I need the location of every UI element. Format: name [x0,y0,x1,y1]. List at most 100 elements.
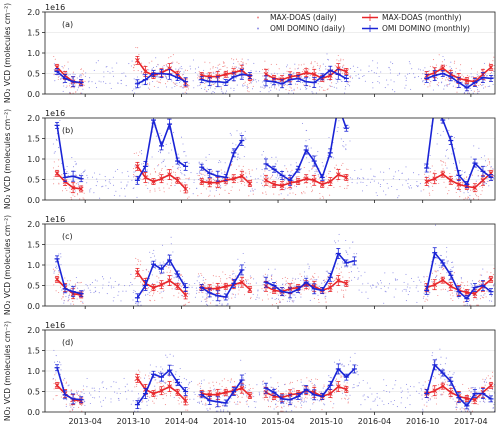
daily-omi-point [325,68,327,70]
daily-maxdoas-point [261,192,264,194]
daily-maxdoas-point [424,381,426,383]
daily-omi-point [256,181,258,183]
daily-omi-point [472,386,474,389]
daily-omi-point [277,173,279,175]
daily-maxdoas-point [334,392,336,394]
daily-maxdoas-point [53,178,55,180]
daily-omi-point [221,303,223,305]
maxdoas-monthly-series-marker [207,392,213,398]
daily-maxdoas-point [206,298,208,300]
daily-omi-point [284,174,286,176]
daily-omi-point [405,180,407,182]
daily-maxdoas-point [204,171,206,173]
daily-maxdoas-point [231,66,234,68]
daily-omi-point [106,293,108,295]
daily-maxdoas-point [230,392,232,394]
daily-maxdoas-point [65,381,68,383]
daily-maxdoas-point [455,409,457,411]
daily-omi-point [481,274,483,276]
daily-omi-point [102,284,104,286]
daily-omi-point [305,140,307,142]
daily-maxdoas-point [493,64,495,67]
maxdoas-monthly-series-marker [247,287,253,292]
daily-omi-point [465,410,467,412]
daily-omi-point [323,279,325,282]
daily-maxdoas-point [148,62,150,64]
daily-maxdoas-point [154,397,156,399]
daily-maxdoas-point [217,64,219,66]
daily-omi-point [480,295,482,297]
daily-maxdoas-point [251,179,253,181]
daily-omi-point [300,399,302,401]
daily-omi-point [94,390,96,392]
daily-omi-point [215,410,217,412]
daily-omi-point [205,301,207,303]
daily-omi-point [266,176,269,178]
daily-omi-point [235,275,237,277]
daily-omi-point [443,74,445,76]
daily-omi-point [131,390,133,392]
daily-maxdoas-point [445,164,447,166]
daily-omi-point [408,61,410,63]
daily-maxdoas-point [296,87,298,89]
daily-omi-point [378,82,380,84]
daily-omi-point [331,377,333,379]
daily-omi-point [239,133,241,135]
daily-omi-point [134,165,136,167]
daily-maxdoas-point [336,389,338,392]
daily-maxdoas-point [153,85,155,88]
omi-monthly-series-line [56,258,82,295]
daily-omi-point [385,384,387,387]
daily-omi-point [79,76,81,78]
daily-omi-point [80,74,82,76]
daily-maxdoas-point [180,274,182,276]
daily-omi-point [58,75,60,77]
daily-omi-point [262,275,264,277]
daily-maxdoas-point [68,298,70,300]
daily-omi-point [277,385,280,387]
daily-omi-point [317,151,319,153]
daily-omi-point [265,156,267,158]
daily-omi-point [439,116,440,117]
daily-maxdoas-point [319,197,321,199]
daily-omi-point [299,170,301,172]
daily-omi-point [444,363,446,365]
daily-maxdoas-point [263,399,265,401]
daily-omi-point [317,80,319,82]
daily-omi-point [155,99,156,100]
daily-maxdoas-point [289,67,291,69]
daily-maxdoas-point [54,269,56,271]
daily-maxdoas-point [181,286,183,288]
daily-omi-point [256,384,258,386]
daily-maxdoas-point [488,393,490,395]
maxdoas-monthly-series-marker [456,182,462,187]
daily-omi-point [151,68,153,70]
daily-maxdoas-point [233,66,235,68]
maxdoas-monthly-series-marker [335,384,341,389]
daily-omi-point [487,277,489,279]
daily-omi-point [246,87,248,89]
daily-omi-point [189,398,191,400]
daily-omi-point [261,154,263,156]
daily-omi-point [492,83,494,86]
daily-omi-point [138,302,140,304]
daily-omi-point [472,285,474,287]
daily-omi-point [283,287,285,290]
daily-omi-point [264,86,266,88]
daily-maxdoas-point [466,410,469,412]
daily-omi-point [432,108,433,109]
omi-monthly-series-line [201,269,243,298]
daily-maxdoas-point [147,271,150,273]
daily-maxdoas-point [198,175,200,177]
daily-maxdoas-point [485,296,487,298]
daily-omi-point [206,180,208,182]
daily-omi-point [186,161,188,163]
daily-omi-point [291,300,293,302]
daily-maxdoas-point [264,273,266,275]
daily-maxdoas-point [334,278,336,280]
daily-omi-point [446,167,448,169]
daily-omi-point [284,189,286,191]
daily-maxdoas-point [242,165,244,167]
daily-omi-point [189,381,191,383]
